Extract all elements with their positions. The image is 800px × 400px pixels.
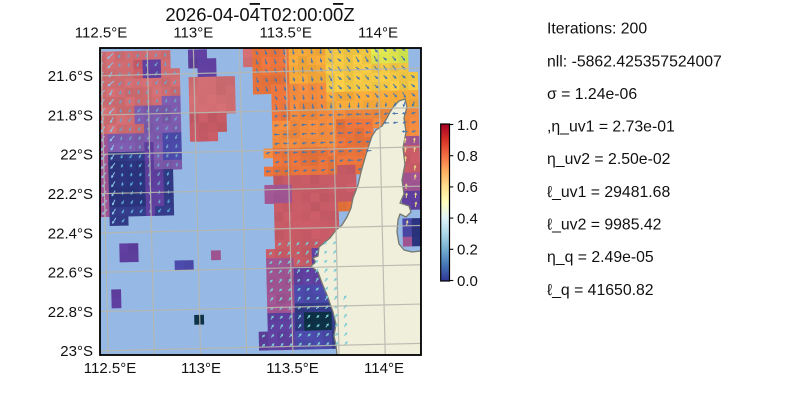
svg-text:0.4: 0.4 [457, 210, 478, 227]
svg-text:η_uv2 = 2.50e-02: η_uv2 = 2.50e-02 [547, 151, 670, 168]
svg-text:22.4°S: 22.4°S [48, 225, 93, 242]
svg-text:21.8°S: 21.8°S [48, 107, 93, 124]
svg-text:Iterations: 200: Iterations: 200 [547, 21, 647, 38]
svg-text:nll: -5862.425357524007: nll: -5862.425357524007 [547, 53, 722, 70]
svg-text:0.6: 0.6 [457, 179, 478, 196]
svg-text:114°E: 114°E [358, 25, 398, 42]
svg-text:σ = 1.24e-06: σ = 1.24e-06 [547, 86, 637, 103]
svg-text:2026-04-04T02:00:00Z: 2026-04-04T02:00:00Z [165, 4, 354, 25]
svg-text:112.5°E: 112.5°E [75, 25, 127, 42]
svg-text:1.0: 1.0 [457, 117, 478, 134]
svg-text:ℓ_uv2 = 9985.42: ℓ_uv2 = 9985.42 [547, 217, 661, 234]
svg-text:113°E: 113°E [181, 360, 221, 377]
svg-text:113.5°E: 113.5°E [266, 360, 318, 377]
svg-text:114°E: 114°E [364, 360, 404, 377]
svg-text:ℓ_uv1 = 29481.68: ℓ_uv1 = 29481.68 [547, 184, 670, 201]
svg-text:ℓ_q = 41650.82: ℓ_q = 41650.82 [547, 282, 654, 299]
svg-text:112.5°E: 112.5°E [84, 360, 136, 377]
svg-text:0.0: 0.0 [457, 273, 478, 290]
svg-text:22.6°S: 22.6°S [48, 265, 93, 282]
svg-text:,η_uv1 = 2.73e-01: ,η_uv1 = 2.73e-01 [547, 119, 675, 136]
svg-text:22.2°S: 22.2°S [48, 186, 93, 203]
svg-text:23°S: 23°S [60, 343, 93, 360]
svg-text:113.5°E: 113.5°E [259, 25, 311, 42]
svg-text:0.8: 0.8 [457, 148, 478, 165]
svg-text:22°S: 22°S [60, 147, 93, 164]
svg-text:0.2: 0.2 [457, 242, 478, 259]
svg-text:22.8°S: 22.8°S [48, 304, 93, 321]
svg-text:η_q = 2.49e-05: η_q = 2.49e-05 [547, 249, 654, 266]
svg-text:21.6°S: 21.6°S [48, 68, 93, 85]
svg-text:113°E: 113°E [173, 25, 213, 42]
